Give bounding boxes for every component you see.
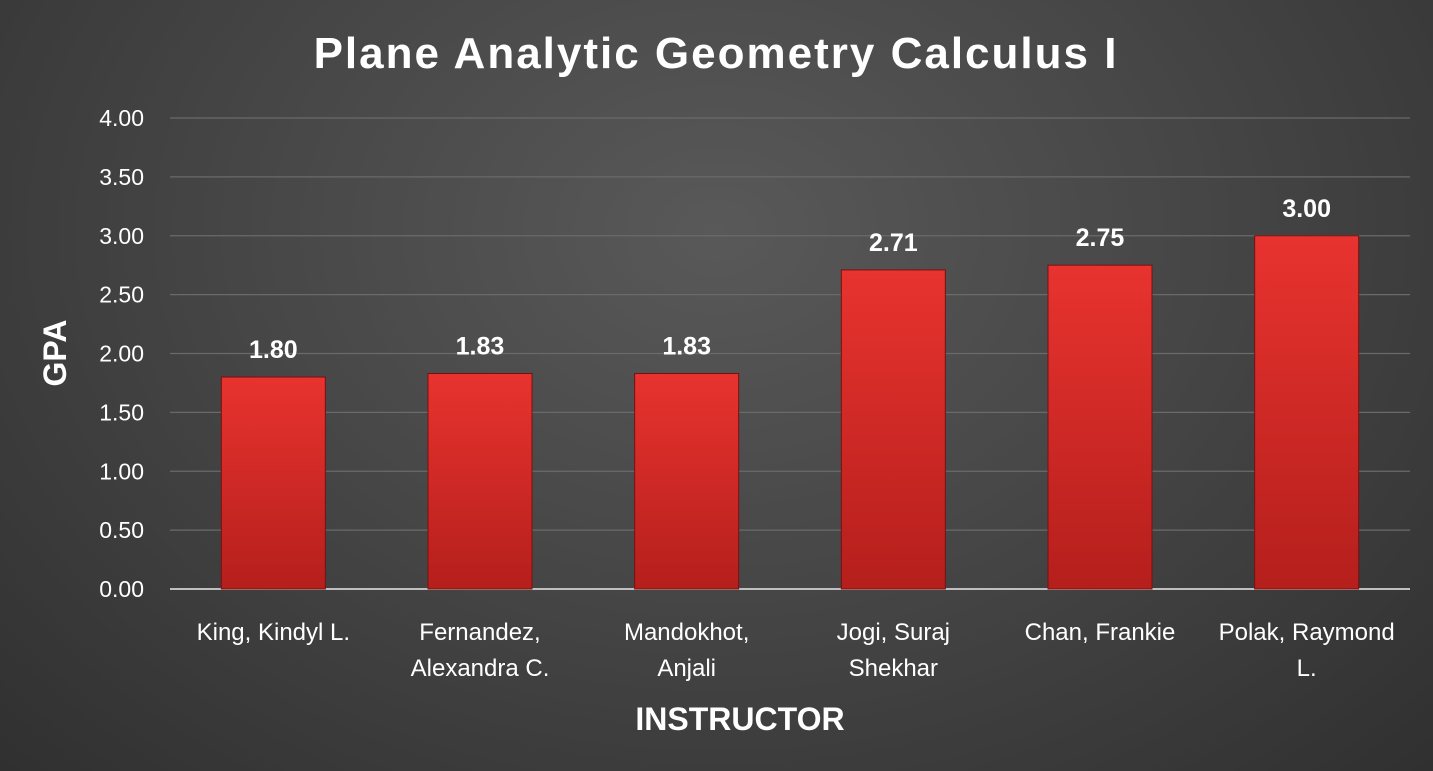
bar <box>1047 264 1153 590</box>
y-tick-label: 1.50 <box>99 399 144 425</box>
y-tick-label: 3.50 <box>99 164 144 190</box>
bar <box>220 376 326 590</box>
x-tick-label-line: Polak, Raymond <box>1219 619 1395 646</box>
data-label: 1.80 <box>249 336 298 364</box>
x-tick-label-line: Shekhar <box>849 655 938 682</box>
x-tick-label: King, Kindyl L. <box>197 619 350 646</box>
x-tick-label: Mandokhot, Anjali <box>624 619 749 682</box>
data-label: 1.83 <box>662 333 711 361</box>
data-label: 2.71 <box>869 229 918 257</box>
bar <box>634 373 740 590</box>
x-tick-label-line: L. <box>1297 655 1317 682</box>
x-tick-label: Jogi, Suraj Shekhar <box>837 619 950 682</box>
x-axis-title: INSTRUCTOR <box>635 701 844 737</box>
x-tick-label-line: Chan, Frankie <box>1025 619 1176 646</box>
y-axis-title: GPA <box>37 320 73 387</box>
x-tick-label: Chan, Frankie <box>1025 619 1176 646</box>
y-tick-label: 3.00 <box>99 223 144 249</box>
y-tick-label: 2.50 <box>99 282 144 308</box>
data-label: 2.75 <box>1076 224 1125 252</box>
x-tick-label-line: Mandokhot, <box>624 619 749 646</box>
data-label: 1.83 <box>456 333 505 361</box>
bar <box>427 373 533 590</box>
x-tick-label-line: Jogi, Suraj <box>837 619 950 646</box>
y-tick-label: 0.00 <box>99 576 144 602</box>
y-tick-label: 4.00 <box>99 105 144 131</box>
x-tick-label: Fernandez, Alexandra C. <box>411 619 550 682</box>
y-tick-label: 1.00 <box>99 458 144 484</box>
y-tick-label: 2.00 <box>99 341 144 367</box>
x-tick-label-line: King, Kindyl L. <box>197 619 350 646</box>
data-label: 3.00 <box>1282 195 1331 223</box>
y-tick-label: 0.50 <box>99 517 144 543</box>
x-tick-label: Polak, Raymond L. <box>1219 619 1395 682</box>
x-tick-label-line: Fernandez, <box>419 619 540 646</box>
chart-title: Plane Analytic Geometry Calculus I <box>314 29 1119 78</box>
bar <box>840 269 946 590</box>
x-tick-label-line: Anjali <box>657 655 716 682</box>
x-tick-label-line: Alexandra C. <box>411 655 550 682</box>
bar <box>1254 235 1360 590</box>
